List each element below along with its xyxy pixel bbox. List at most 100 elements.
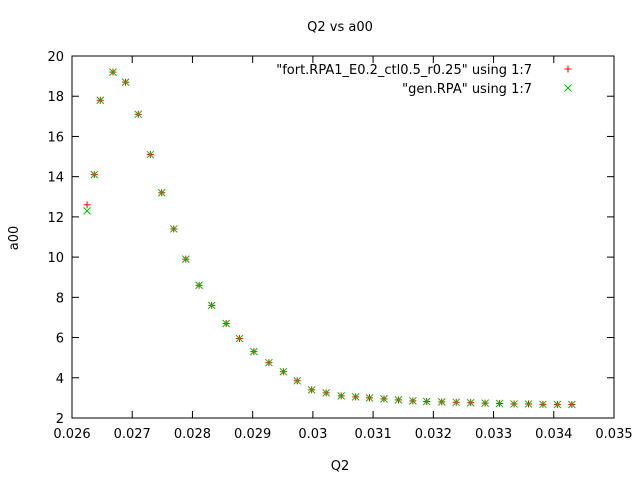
data-point-d2 (96, 96, 105, 105)
data-point (195, 281, 203, 290)
data-point (466, 398, 475, 407)
data-point-d2 (524, 400, 533, 408)
data-point-d2 (109, 68, 117, 76)
data-point-d2 (169, 225, 178, 233)
data-point-d2 (222, 319, 231, 328)
y-tick-label: 14 (47, 171, 64, 186)
legend-label: "fort.RPA1_E0.2_ctl0.5_r0.25" using 1:7 (276, 63, 532, 78)
legend-marker-d2 (564, 84, 572, 92)
data-point-d2 (250, 347, 258, 356)
data-point-d2 (207, 301, 216, 310)
y-tick-label: 18 (47, 90, 64, 105)
data-point-d2 (265, 358, 273, 367)
data-point-d2 (293, 376, 302, 385)
data-point (422, 397, 431, 406)
data-point (351, 393, 360, 401)
data-point-d2 (452, 398, 461, 407)
data-point (510, 400, 518, 408)
data-point (90, 170, 99, 179)
legend-marker (564, 65, 572, 73)
legend: "fort.RPA1_E0.2_ctl0.5_r0.25" using 1:7 "… (276, 63, 572, 97)
data-point (293, 376, 302, 385)
x-tick-label: 0.026 (53, 427, 90, 442)
data-point (409, 397, 417, 405)
data-point-d2 (510, 400, 518, 408)
data-point-d2 (481, 399, 489, 407)
data-point-d2 (157, 188, 166, 197)
legend-marker (564, 84, 572, 92)
data-point-d2 (134, 110, 143, 119)
data-point-d2 (466, 398, 475, 407)
data-point (307, 385, 316, 394)
data-point-d2 (90, 170, 99, 179)
data-point-d2 (121, 78, 130, 86)
axes: 0.026 0.027 0.028 0.029 0.03 0.031 0.032 0.033 0… (47, 50, 632, 442)
data-point (265, 358, 273, 367)
data-point (250, 347, 258, 356)
x-axis-label: Q2 (331, 459, 350, 474)
plot-border (71, 55, 615, 419)
data-point-d2 (422, 397, 431, 406)
data-point (322, 389, 330, 397)
data-point (553, 400, 562, 409)
data-point-d2 (307, 385, 316, 394)
data-point-d2 (437, 398, 446, 406)
data-point-d2 (365, 394, 374, 402)
data-point (169, 225, 178, 233)
data-point (380, 395, 388, 403)
data-point-d2 (235, 334, 244, 343)
data-point-d2 (322, 389, 330, 397)
data-point-d2 (181, 255, 190, 263)
data-point (481, 399, 489, 407)
data-point (365, 394, 374, 402)
y-tick-label: 2 (56, 412, 64, 427)
data-point-d2 (567, 400, 576, 409)
data-point (96, 96, 105, 105)
series-2 (83, 68, 576, 409)
data-point-d2 (337, 392, 346, 400)
data-point (181, 255, 190, 263)
data-point (539, 400, 547, 409)
data-point (134, 110, 143, 119)
data-point (222, 319, 231, 328)
y-tick-label: 20 (47, 50, 64, 65)
data-point (524, 400, 533, 408)
x-tick-label: 0.034 (535, 427, 572, 442)
data-point-d2 (553, 400, 562, 409)
data-point (437, 398, 446, 406)
x-tick-label: 0.029 (234, 427, 271, 442)
y-tick-label: 4 (56, 372, 64, 387)
data-point (109, 68, 117, 76)
legend-label: "gen.RPA" using 1:7 (402, 82, 532, 97)
data-point (83, 201, 91, 209)
data-point (83, 207, 91, 215)
y-tick-label: 12 (47, 211, 64, 226)
data-point (394, 396, 403, 404)
y-tick-label: 6 (56, 332, 64, 347)
data-point (207, 301, 216, 310)
data-point (567, 400, 576, 409)
y-tick-label: 16 (47, 130, 64, 145)
data-point-d2 (279, 367, 288, 376)
y-tick-label: 10 (47, 251, 64, 266)
y-tick-label: 8 (56, 291, 64, 306)
x-tick-label: 0.033 (475, 427, 512, 442)
data-point (157, 188, 166, 197)
data-point-d2 (351, 393, 360, 401)
x-tick-label: 0.028 (174, 427, 211, 442)
data-point-d2 (495, 399, 504, 408)
data-point (495, 399, 504, 408)
data-point-d2 (195, 281, 203, 290)
data-point (146, 150, 155, 159)
data-point (337, 392, 346, 400)
data-point-d2 (539, 400, 547, 409)
data-point-d2 (394, 396, 403, 404)
data-point-d2 (409, 397, 417, 405)
y-axis-label: a00 (7, 226, 22, 251)
data-point-d2 (83, 207, 91, 215)
data-point (121, 78, 130, 86)
data-point (452, 398, 461, 407)
data-points (83, 68, 576, 409)
chart-title: Q2 vs a00 (307, 20, 373, 35)
